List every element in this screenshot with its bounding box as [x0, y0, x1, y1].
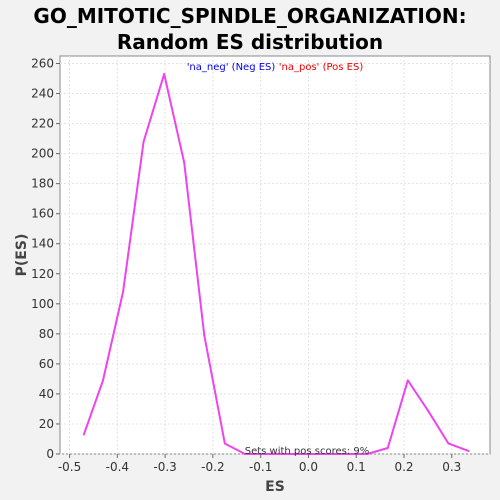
legend-neg-entry: 'na_neg' (Neg ES): [187, 62, 276, 73]
es-distribution-segment: [203, 334, 226, 445]
es-distribution-segment: [163, 73, 186, 164]
es-distribution-segment: [142, 73, 166, 143]
y-axis-title: P(ES): [14, 234, 30, 277]
x-tick-label: -0.5: [58, 460, 81, 474]
x-tick-label: -0.1: [249, 460, 272, 474]
es-distribution-segment: [366, 446, 389, 455]
es-distribution-segment: [122, 140, 145, 293]
series-layer: [82, 73, 470, 455]
pos-scores-annotation: Sets with pos scores: 9%: [245, 446, 370, 457]
y-tick-label: 220: [31, 117, 54, 131]
y-tick-label: 200: [31, 147, 54, 161]
x-tick-label: -0.3: [153, 460, 176, 474]
y-tick-label: 140: [31, 237, 54, 251]
y-tick-label: 40: [39, 387, 54, 401]
x-axis: -0.5 -0.4 -0.3 -0.2 -0.1 0.0 0.1 0.2 0.3: [58, 454, 461, 474]
x-tick-label: 0.3: [442, 460, 461, 474]
y-tick-label: 0: [46, 447, 54, 461]
x-tick-label: -0.4: [106, 460, 129, 474]
y-tick-label: 20: [39, 417, 54, 431]
es-distribution-segment: [426, 409, 450, 445]
chart-title-line-2: Random ES distribution: [116, 30, 384, 54]
y-tick-label: 240: [31, 87, 54, 101]
es-distribution-segment: [406, 379, 429, 412]
y-tick-label: 180: [31, 177, 54, 191]
chart-title: GO_MITOTIC_SPINDLE_ORGANIZATION: Random …: [0, 3, 500, 55]
x-axis-title: ES: [265, 479, 285, 495]
es-distribution-segment: [386, 379, 409, 449]
x-tick-label: 0.0: [299, 460, 318, 474]
plot-background: [59, 55, 491, 455]
legend-pos-entry: 'na_pos' (Pos ES): [279, 62, 364, 73]
es-distribution-segment: [183, 161, 206, 337]
es-distribution-segment: [102, 290, 125, 382]
y-tick-label: 60: [39, 357, 54, 371]
y-tick-label: 160: [31, 207, 54, 221]
x-tick-label: 0.2: [394, 460, 413, 474]
y-axis: 0 20 40 60 80 100 120 140 160 180 200 220 240 260: [31, 57, 60, 461]
es-distribution-segment: [223, 442, 246, 455]
y-tick-label: 120: [31, 267, 54, 281]
x-tick-label: 0.1: [347, 460, 366, 474]
chart-title-line-1: GO_MITOTIC_SPINDLE_ORGANIZATION:: [33, 4, 467, 28]
y-tick-label: 100: [31, 297, 54, 311]
y-tick-label: 260: [31, 57, 54, 71]
x-tick-label: -0.2: [201, 460, 224, 474]
es-distribution-segment: [82, 379, 104, 436]
es-distribution-segment: [447, 442, 470, 452]
y-tick-label: 80: [39, 327, 54, 341]
